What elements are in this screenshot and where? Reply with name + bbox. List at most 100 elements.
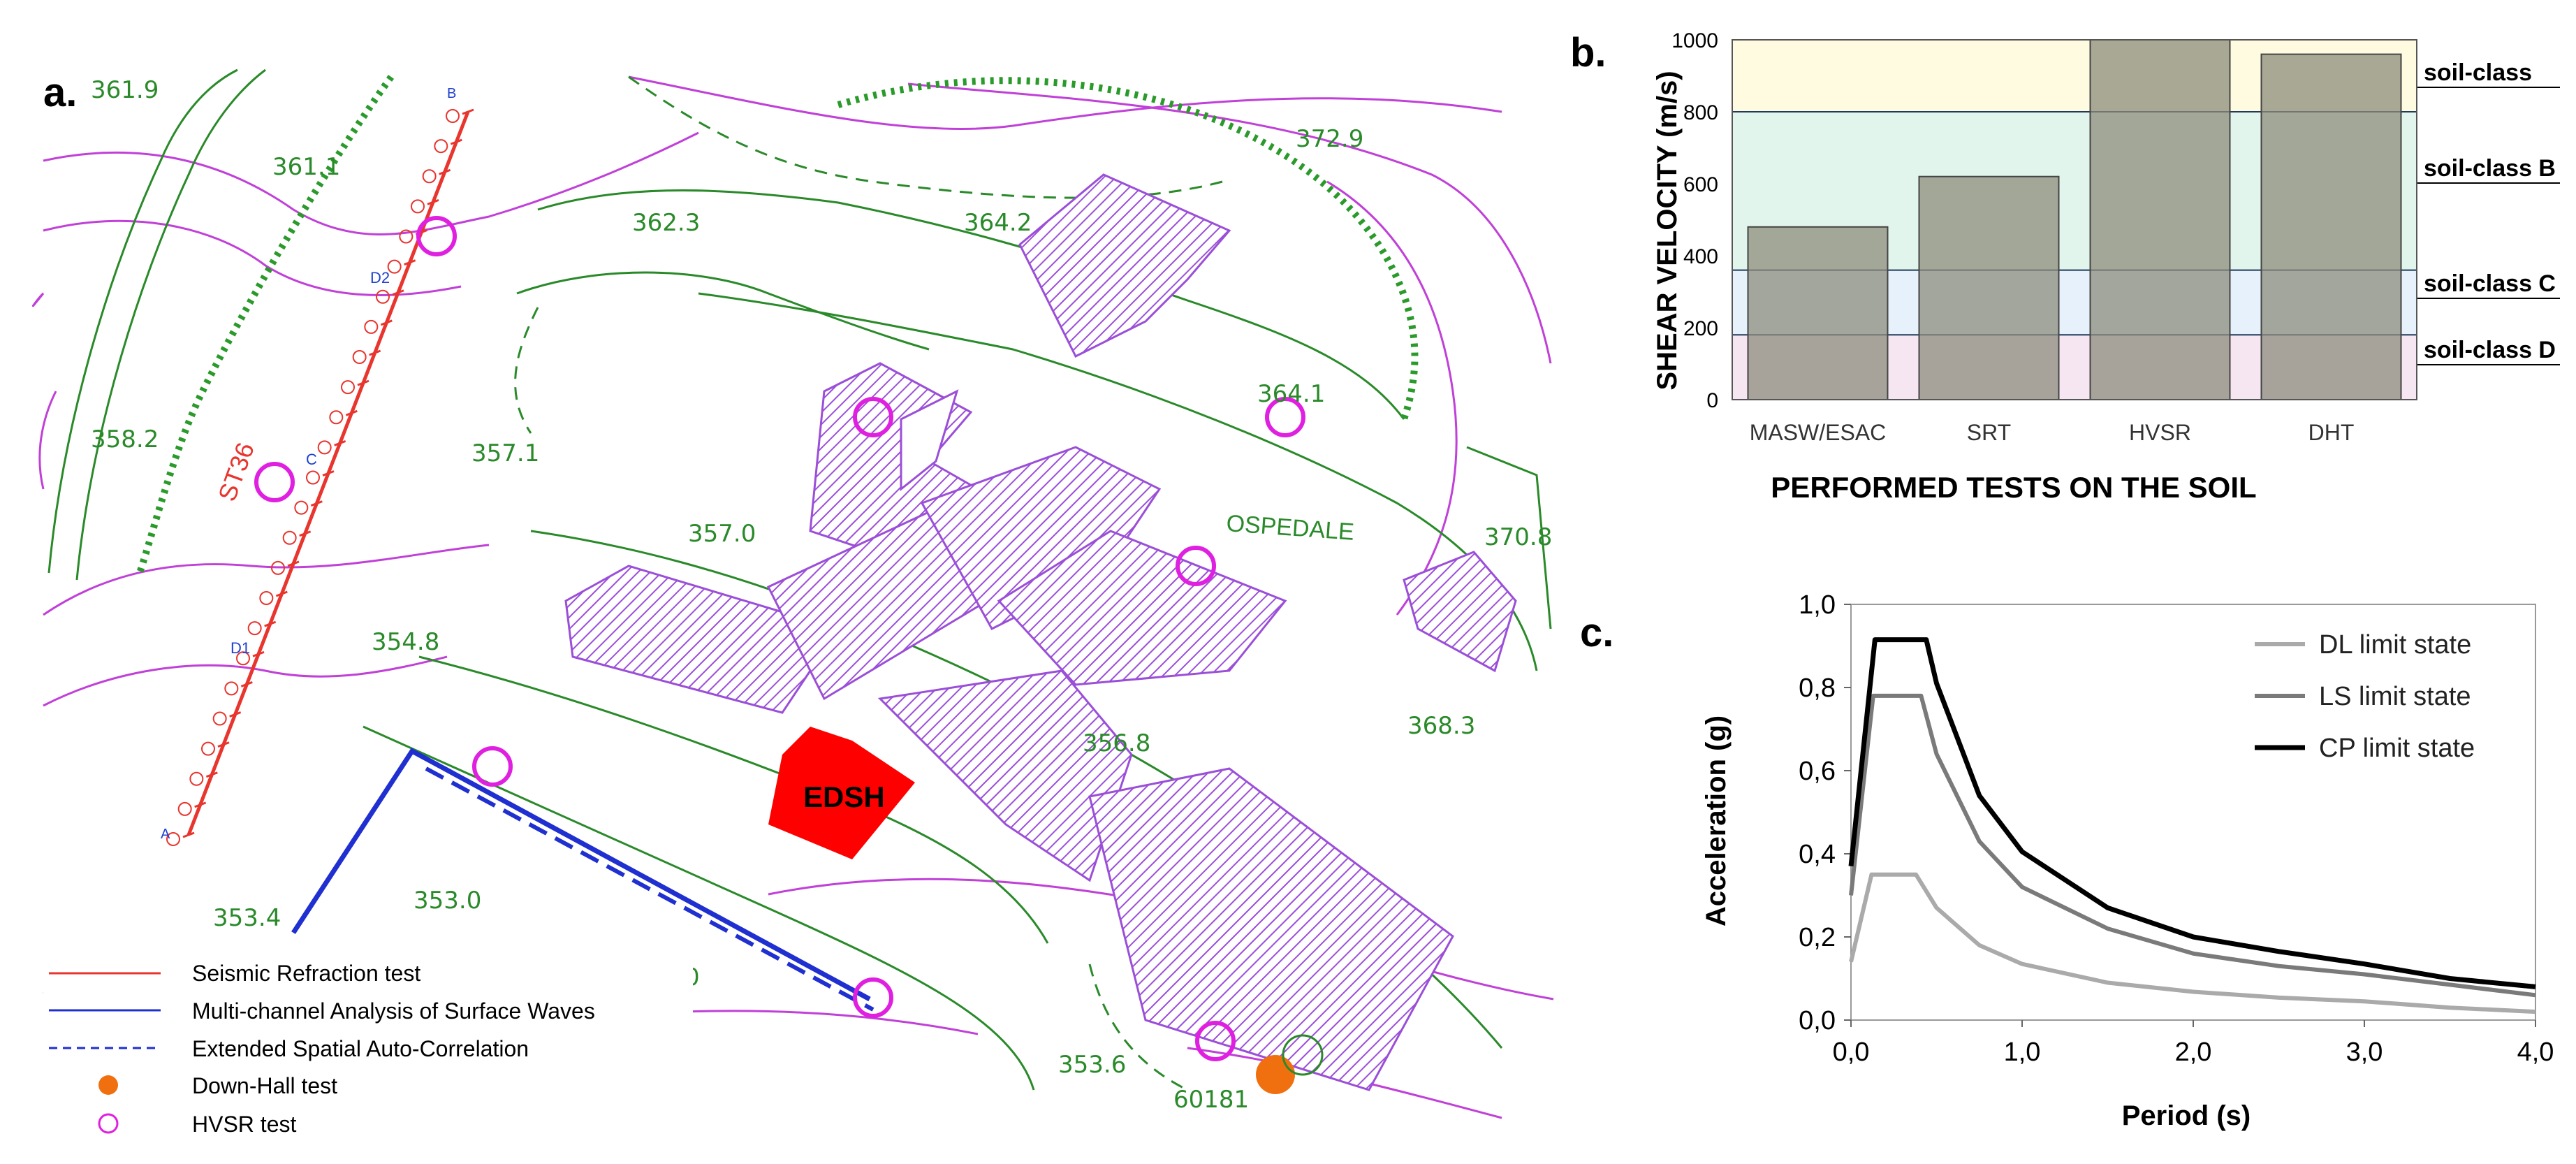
road-line [75, 68, 266, 581]
hospital-buildings [564, 173, 1517, 1091]
x-axis-title: Period (s) [2122, 1100, 2251, 1131]
contour-line [43, 655, 448, 707]
chart-axes: 0 200 400 600 800 1000 [1671, 29, 2417, 412]
contour-line [1326, 180, 1458, 616]
geophone-tick [287, 560, 300, 567]
geophone-tick [334, 439, 346, 446]
geophone-marker [399, 229, 414, 244]
geophone-marker [364, 319, 379, 334]
y-axis-title: Acceleration (g) [1701, 715, 1732, 926]
elevation-label: 362.3 [632, 209, 700, 237]
elevation-labels: 361.9 361.1 362.3 364.2 372.9 358.2 357.… [91, 76, 1552, 1114]
elevation-label: 354.8 [372, 628, 439, 656]
geophone-tick [205, 771, 218, 778]
legend-swatch-orange-dot [98, 1075, 118, 1095]
road-line [537, 189, 1405, 420]
legend-label: HVSR test [192, 1112, 296, 1137]
geophone-marker [201, 741, 215, 756]
y-tick-label: 0,4 [1799, 840, 1836, 869]
panel-letter-b: b. [1570, 30, 1607, 75]
geophone-marker [271, 560, 285, 575]
geophone-marker [259, 591, 274, 605]
plot-frame [1850, 604, 2536, 1021]
soil-class-label: soil-class [2424, 59, 2532, 86]
point-label-a: A [161, 827, 170, 842]
point-label-d1: D1 [230, 639, 250, 657]
geophone-tick [462, 108, 474, 115]
embankment-arc [136, 75, 395, 574]
geophone-tick [194, 801, 207, 808]
geophone-tick [310, 500, 323, 507]
geophone-tick [275, 590, 288, 597]
geophone-tick [229, 711, 242, 718]
y-tick-label: 800 [1683, 101, 1718, 124]
elevation-label: 370.8 [1484, 523, 1552, 551]
hvsr-test-point [1195, 1021, 1236, 1061]
legend-swatch-magenta-circle [98, 1113, 119, 1134]
x-tick-label: SRT [1967, 420, 2011, 445]
x-tick-label: HVSR [2129, 420, 2191, 445]
geophone-tick [427, 198, 439, 205]
geophone-tick [345, 409, 358, 416]
bar [2089, 39, 2231, 400]
embankment-arc [837, 77, 1419, 421]
masw-line [291, 748, 871, 1002]
panel-letter-a: a. [43, 70, 77, 115]
geophone-marker [352, 350, 367, 364]
geophone-marker [387, 259, 402, 274]
x-tick-label: 2,0 [2175, 1038, 2212, 1067]
geophone-tick [439, 168, 451, 175]
road-line [47, 68, 238, 574]
geophone-tick [217, 741, 230, 748]
series-line [1849, 872, 2536, 1014]
geophone-tick [264, 620, 277, 627]
point-label-d2: D2 [370, 269, 390, 286]
well-symbol [1282, 1034, 1324, 1076]
x-tick-label: DHT [2308, 420, 2355, 445]
elevation-label: 356.8 [1083, 729, 1150, 757]
geophone-marker [189, 771, 204, 786]
soil-class-label: soil-class D [2424, 337, 2556, 363]
geophone-marker [306, 470, 320, 485]
x-tick-label: 3,0 [2346, 1038, 2383, 1067]
geophone-markers [166, 108, 474, 846]
geophone-marker [212, 711, 227, 726]
hvsr-test-point [1265, 397, 1305, 437]
geophone-tick [182, 831, 195, 838]
elevation-label: 358.2 [91, 425, 159, 453]
point-label-c: C [306, 451, 317, 468]
geophone-tick [380, 319, 393, 326]
hvsr-test-point [853, 977, 893, 1018]
plot-frame [1732, 39, 2417, 400]
legend-label: DL limit state [2319, 630, 2471, 660]
elevation-label: 353.0 [414, 887, 481, 915]
road-line [516, 271, 930, 351]
contour-line [628, 75, 1502, 131]
road-line [628, 75, 1223, 199]
soil-class-label: soil-class C [2424, 270, 2556, 297]
geophone-tick [450, 138, 462, 145]
building [1018, 173, 1231, 358]
hvsr-test-point [472, 746, 513, 787]
shear-velocity-bar-chart: b. soil-class soil-class B soil-class C soi… [1570, 29, 2560, 504]
x-tick-label: 0,0 [1833, 1038, 1870, 1067]
elevation-label: 60181 [1173, 1086, 1249, 1114]
road-line [1466, 446, 1552, 630]
geophone-marker [376, 289, 390, 304]
series-line [1848, 637, 2536, 989]
geophone-marker [446, 109, 460, 123]
site-map: EDSH OSPEDALE ST36 B D2 C D1 A 361.9 [31, 68, 1554, 1139]
chart-legend: DL limit state LS limit state CP limit sta… [2255, 630, 2475, 763]
geophone-marker [294, 500, 309, 515]
geophone-marker [422, 169, 437, 184]
edsh-building [768, 727, 915, 859]
legend-label: LS limit state [2319, 682, 2471, 711]
legend-background [43, 954, 693, 1139]
geophone-marker [177, 801, 192, 816]
legend-label: Seismic Refraction test [192, 961, 420, 986]
geophone-marker [282, 530, 297, 545]
soil-class-label: soil-class B [2424, 155, 2556, 182]
elevation-label: 353.4 [213, 904, 281, 932]
geophone-tick [299, 530, 312, 537]
